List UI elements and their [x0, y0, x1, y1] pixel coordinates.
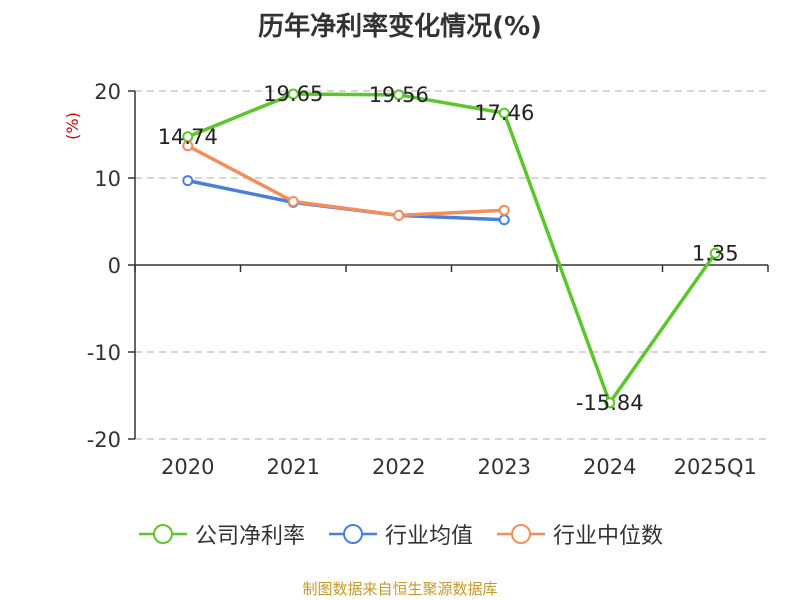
- legend-swatch-icon: [138, 524, 187, 544]
- y-tick-label: 0: [108, 254, 121, 278]
- series-line-2: [186, 144, 505, 218]
- data-point: [498, 204, 510, 216]
- chart-title: 历年净利率变化情况(%): [258, 12, 542, 42]
- legend-label: 行业中位数: [553, 524, 664, 549]
- data-label: 1.35: [692, 241, 739, 265]
- legend-swatch-icon: [497, 524, 545, 544]
- axis-layer: 20 10 0 -10 -20 2020 2021 2022 2023 2024 2025Q1 (%): [63, 80, 769, 479]
- x-tick-label: 2022: [372, 455, 425, 479]
- y-tick-label: -20: [87, 428, 121, 452]
- y-tick-label: 20: [94, 80, 121, 104]
- data-label: 19.56: [369, 83, 429, 107]
- legend-marker: [342, 524, 363, 544]
- y-tick-label: 10: [94, 167, 121, 191]
- x-tick-label: 2020: [161, 455, 214, 479]
- data-point: [182, 140, 194, 152]
- series-line-0: [187, 92, 717, 405]
- legend-swatch-icon: [328, 524, 377, 544]
- y-tick-label: -10: [87, 341, 121, 365]
- data-point: [393, 89, 405, 101]
- x-tick-label: 2021: [267, 455, 320, 479]
- legend-item[interactable]: 公司净利率: [137, 518, 305, 550]
- data-point: [498, 107, 510, 119]
- data-point: [182, 175, 194, 187]
- legend-item[interactable]: 行业均值: [327, 518, 473, 550]
- legend-label: 公司净利率: [194, 524, 305, 549]
- legend-item[interactable]: 行业中位数: [495, 518, 663, 550]
- data-label: 19.65: [263, 82, 323, 106]
- legend-label: 行业均值: [384, 524, 473, 549]
- data-point: [604, 397, 616, 409]
- data-point: [498, 214, 510, 226]
- data-point: [287, 195, 299, 207]
- data-point: [393, 209, 405, 221]
- data-point: [287, 88, 299, 100]
- grid-layer: [135, 90, 768, 440]
- data-point: [709, 247, 721, 259]
- data-label: 14.74: [158, 125, 218, 149]
- x-tick-label: 2025Q1: [674, 455, 757, 479]
- y-axis-title: (%): [63, 112, 82, 140]
- x-tick-label: 2024: [583, 455, 636, 479]
- series-layer: [182, 88, 721, 409]
- data-label: 17.46: [474, 101, 534, 125]
- data-label-layer: 14.74 19.65 19.56 17.46 -15.84 1.35: [158, 82, 739, 415]
- source-note: 制图数据来自恒生聚源数据库: [302, 580, 498, 598]
- legend: 公司净利率 行业均值 行业中位数: [0, 518, 800, 550]
- legend-marker: [511, 524, 531, 544]
- legend-marker: [152, 524, 173, 544]
- data-label: -15.84: [576, 391, 644, 415]
- x-tick-label: 2023: [478, 455, 531, 479]
